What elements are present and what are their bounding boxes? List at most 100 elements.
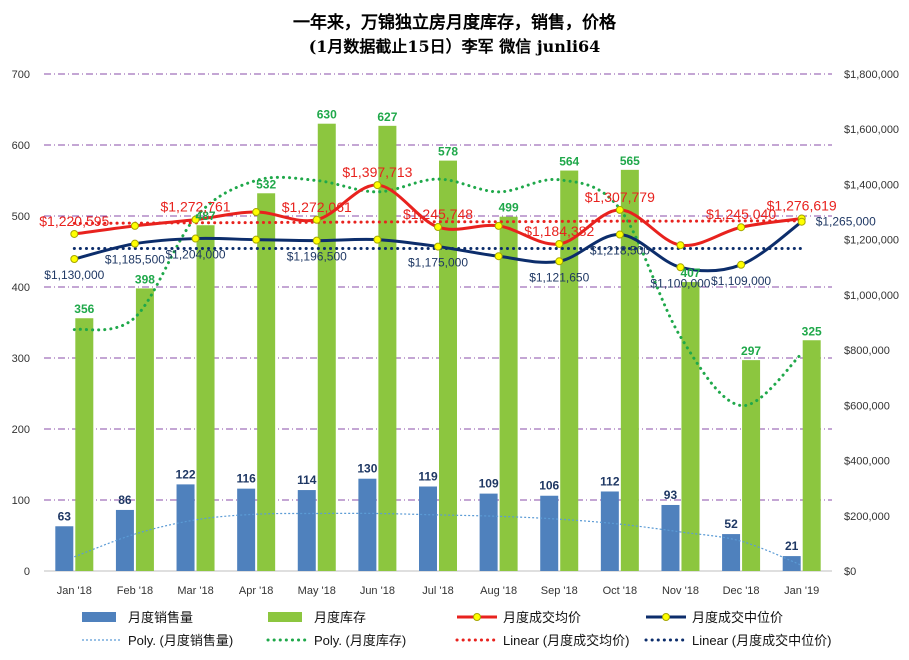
marker-avg-price	[70, 229, 79, 238]
marker-avg-price	[252, 208, 261, 217]
y-left-tick-label: 100	[12, 495, 30, 507]
legend-label: Poly. (月度销售量)	[128, 633, 233, 648]
x-tick-label: Mar '18	[177, 585, 213, 597]
bar-monthly-inventory	[499, 216, 518, 571]
marker-avg-price	[615, 205, 624, 214]
bar-monthly-sales	[600, 491, 619, 571]
legend-marker	[662, 613, 670, 621]
bar-monthly-inventory	[75, 318, 94, 571]
y-right-tick-label: $200,000	[844, 511, 890, 523]
bar-monthly-inventory	[620, 169, 639, 571]
marker-avg-price	[312, 215, 321, 224]
bar-monthly-inventory	[802, 340, 821, 571]
data-label-avg-price: $1,276,619	[767, 198, 837, 214]
legend-label: Linear (月度成交中位价)	[692, 633, 831, 648]
data-label-sales: 63	[58, 509, 72, 523]
y-left-tick-label: 600	[12, 140, 30, 152]
data-label-median-price: $1,100,000	[650, 276, 710, 290]
data-label-median-price: $1,218,500	[590, 244, 650, 258]
y-left-tick-label: 200	[12, 424, 30, 436]
x-tick-label: Jul '18	[422, 585, 453, 597]
bar-monthly-inventory	[196, 225, 215, 572]
bar-monthly-inventory	[742, 360, 761, 571]
marker-median-price	[130, 239, 139, 248]
data-label-inventory: 630	[317, 108, 337, 122]
legend-label: 月度成交均价	[503, 610, 581, 625]
data-label-median-price: $1,121,650	[529, 270, 589, 284]
bar-monthly-sales	[661, 504, 680, 571]
data-label-avg-price: $1,397,713	[342, 164, 412, 180]
bar-monthly-sales	[115, 509, 134, 571]
marker-avg-price	[373, 181, 382, 190]
data-label-median-price: $1,109,000	[711, 274, 771, 288]
bar-monthly-sales	[419, 486, 437, 571]
bar-monthly-sales	[297, 490, 316, 571]
data-label-avg-price: $1,245,748	[403, 206, 473, 222]
legend-swatch-inventory	[268, 612, 302, 622]
marker-median-price	[494, 252, 503, 261]
x-tick-label: Jun '18	[360, 585, 395, 597]
data-label-median-price: $1,130,000	[44, 268, 104, 282]
data-label-avg-price: $1,184,382	[524, 223, 594, 239]
legend-label: 月度库存	[314, 610, 366, 625]
legend-label: 月度成交中位价	[692, 610, 783, 625]
marker-median-price	[70, 254, 79, 263]
y-right-tick-label: $1,000,000	[844, 290, 899, 302]
x-tick-label: Apr '18	[239, 585, 274, 597]
data-label-median-price: $1,204,000	[166, 248, 226, 262]
data-label-sales: 106	[539, 479, 559, 493]
data-label-avg-price: $1,272,761	[160, 199, 230, 215]
data-label-sales: 86	[118, 493, 132, 507]
marker-avg-price	[555, 239, 564, 248]
bar-monthly-inventory	[317, 123, 336, 571]
data-label-inventory: 627	[377, 110, 397, 124]
data-label-sales: 21	[785, 539, 799, 553]
bar-monthly-inventory	[135, 288, 154, 571]
bar-monthly-inventory	[681, 282, 700, 571]
data-label-sales: 122	[176, 467, 196, 481]
data-label-sales: 114	[297, 473, 317, 487]
data-label-sales: 112	[600, 474, 620, 488]
data-label-sales: 93	[664, 488, 678, 502]
legend-label: Linear (月度成交均价)	[503, 633, 629, 648]
bar-monthly-sales	[237, 488, 256, 571]
x-tick-label: May '18	[298, 585, 336, 597]
data-label-avg-price: $1,307,779	[585, 189, 655, 205]
marker-median-price	[434, 242, 442, 251]
marker-median-price	[676, 263, 685, 272]
marker-avg-price	[434, 223, 442, 232]
legend-label: Poly. (月度库存)	[314, 633, 406, 648]
x-tick-label: Nov '18	[662, 585, 699, 597]
marker-avg-price	[494, 221, 503, 230]
data-label-inventory: 578	[438, 145, 458, 159]
y-right-tick-label: $600,000	[844, 400, 890, 412]
bar-monthly-sales	[782, 556, 801, 571]
y-right-tick-label: $1,400,000	[844, 179, 899, 191]
legend-marker	[473, 613, 481, 621]
data-label-avg-price: $1,220,595	[39, 213, 109, 229]
chart-subtitle: (1月数据截止15日）李军 微信 junli64	[308, 37, 601, 56]
x-tick-label: Feb '18	[117, 585, 153, 597]
data-label-inventory: 487	[196, 209, 216, 223]
data-label-inventory: 565	[620, 154, 640, 168]
data-label-avg-price: $1,245,040	[706, 206, 776, 222]
bar-monthly-inventory	[439, 160, 457, 571]
y-left-tick-label: 500	[12, 211, 30, 223]
chart-title: 一年来，万锦独立房月度库存，销售，价格	[293, 13, 616, 33]
y-left-tick-label: 0	[24, 566, 30, 578]
marker-avg-price	[191, 215, 200, 224]
data-label-inventory: 532	[256, 177, 276, 191]
y-left-tick-label: 700	[12, 69, 30, 81]
bar-monthly-inventory	[257, 193, 276, 571]
data-label-inventory: 325	[802, 324, 822, 338]
x-tick-label: Dec '18	[723, 585, 760, 597]
data-label-inventory: 356	[74, 302, 94, 316]
y-right-tick-label: $800,000	[844, 345, 890, 357]
data-label-inventory: 499	[499, 201, 519, 215]
marker-median-price	[252, 235, 261, 244]
x-tick-label: Jan '19	[784, 585, 819, 597]
trendline-poly-sales	[74, 512, 802, 566]
bar-monthly-sales	[540, 495, 559, 571]
marker-median-price	[312, 236, 321, 245]
